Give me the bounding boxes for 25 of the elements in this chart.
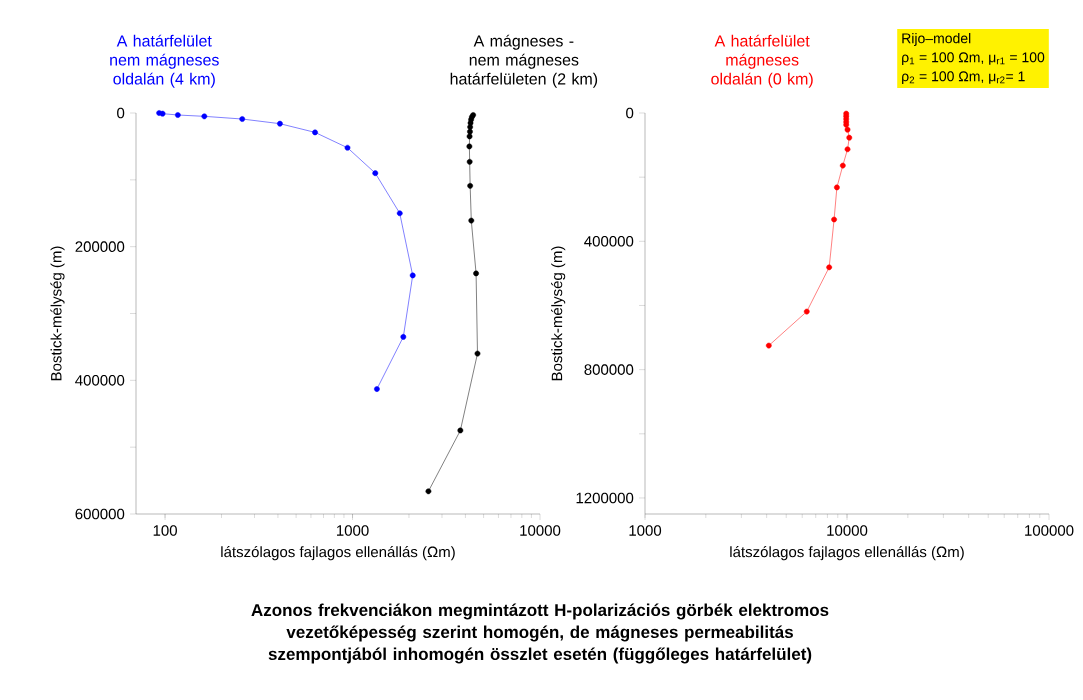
y-tick-label: 0: [117, 107, 125, 119]
y-axis-title: Bostick-mélység (m): [551, 246, 566, 381]
series-label: A határfelület nem mágneses oldalán (4 km): [110, 34, 219, 88]
x-tick-label: 1000: [336, 525, 369, 536]
text: Azonos frekvenciákon megmintázott H-polarizációs görbék elektromos vezetőképesség szerint homogén, de mágneses permeabilitás szempontjából inhomogén összlet esetén (függőleges határfelület): [251, 603, 829, 664]
x-tick-label: 10000: [520, 525, 561, 536]
x-tick-label: 100000: [1025, 525, 1074, 536]
x-tick-label: 1000: [629, 525, 662, 536]
y-tick-label: 0: [626, 107, 634, 119]
x-axis-title: látszólagos fajlagos ellenállás (Ωm): [221, 546, 455, 561]
text: ρ$_{2}$ = 100 Ωm, μ$_{r2}$= 1: [902, 71, 1025, 85]
text: A határfelület mágneses oldalán (0 km): [711, 34, 813, 88]
y-tick-label: 400000: [584, 236, 634, 247]
y-axis-title: Bostick-mélység (m): [50, 246, 65, 381]
y-tick-label: 1200000: [576, 492, 634, 504]
x-tick-label: 10000: [827, 525, 868, 536]
text: A mágneses - nem mágneses határfelületen (2 km): [450, 34, 598, 88]
y-tick-label: 600000: [75, 508, 125, 520]
y-tick-label: 800000: [584, 364, 634, 375]
y-tick-label: 400000: [75, 375, 125, 386]
x-tick-label: 100: [153, 525, 177, 536]
x-axis-title: látszólagos fajlagos ellenállás (Ωm): [730, 546, 964, 561]
text: ρ$_{1}$ = 100 Ωm, μ$_{r1}$ = 100: [902, 52, 1045, 66]
y-tick-label: 200000: [75, 241, 125, 252]
text: Rijo–model: [902, 32, 971, 47]
